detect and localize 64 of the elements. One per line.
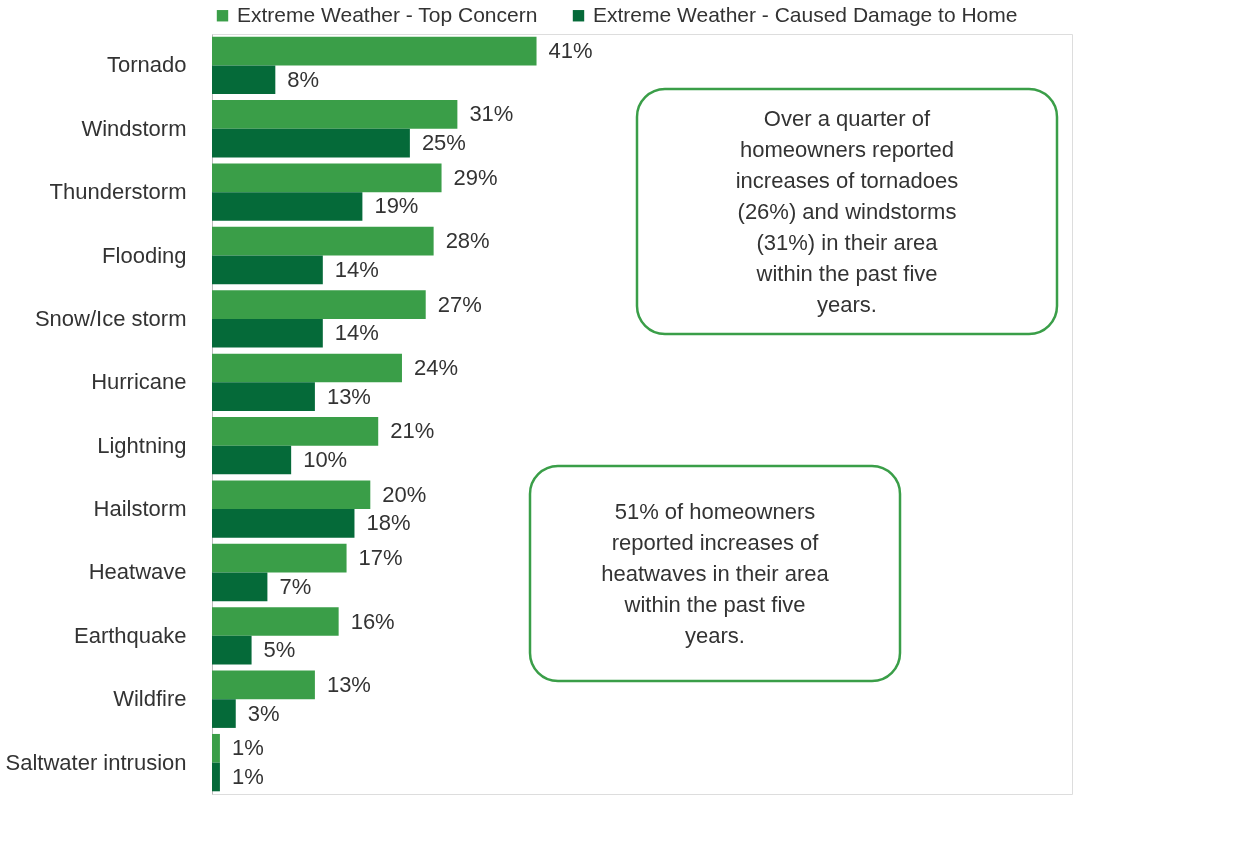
bar [212, 382, 315, 411]
data-label: 14% [334, 320, 379, 346]
bar [212, 635, 252, 665]
y-tick-label: Windstorm [81, 115, 187, 141]
legend-label: Extreme Weather - Top Concern [237, 2, 538, 26]
data-label: 1% [231, 763, 264, 789]
bar [212, 480, 371, 510]
bar [212, 255, 323, 285]
y-tick-label: Flooding [102, 242, 187, 268]
data-label: 27% [437, 291, 482, 317]
y-tick-label: Hailstorm [93, 496, 187, 522]
bar [212, 65, 276, 95]
y-tick-label: Thunderstorm [49, 179, 187, 205]
data-label: 24% [413, 354, 459, 380]
data-label: 13% [326, 671, 371, 697]
data-label: 31% [469, 101, 514, 127]
legend-label: Extreme Weather - Caused Damage to Home [593, 2, 1018, 26]
data-label: 29% [453, 164, 498, 190]
bar [212, 543, 347, 573]
data-label: 1% [231, 735, 264, 761]
y-tick-label: Saltwater intrusion [5, 749, 187, 775]
bar [212, 762, 220, 792]
y-tick-label: Tornado [106, 52, 187, 78]
data-label: 41% [548, 38, 593, 64]
y-tick-label: Wildfire [113, 686, 187, 712]
text: 51% of homeowners reported increases of heatwaves in their area within the past five years. [601, 498, 830, 648]
bar [212, 572, 268, 602]
y-tick-label: Snow/Ice storm [34, 305, 187, 331]
data-label: 19% [374, 193, 419, 219]
bar [212, 607, 339, 636]
bar [212, 163, 442, 193]
bar [212, 417, 379, 446]
bar [212, 445, 292, 475]
bar [212, 318, 323, 348]
bar [212, 670, 315, 700]
data-label: 13% [326, 383, 371, 409]
bar [212, 192, 363, 221]
bar [212, 699, 236, 728]
bar [212, 290, 426, 319]
y-tick-label: Heatwave [88, 559, 187, 585]
bar [212, 733, 220, 763]
data-label: 18% [366, 510, 411, 536]
y-tick-label: Lightning [97, 432, 187, 458]
data-label: 17% [358, 545, 403, 571]
data-label: 7% [279, 573, 312, 599]
data-label: 25% [421, 130, 466, 156]
data-label: 3% [247, 700, 280, 726]
data-label: 8% [287, 66, 320, 92]
bar [212, 226, 434, 256]
bar [212, 353, 402, 383]
text: Over a quarter of homeowners reported increases of tornadoes (26%) and windstorms (31%) in their area within the past five years. [735, 105, 959, 317]
bar [212, 128, 410, 158]
data-label: 21% [390, 418, 435, 444]
y-tick-label: Hurricane [91, 369, 187, 395]
data-label: 28% [445, 228, 490, 254]
data-label: 10% [303, 447, 348, 473]
data-label: 16% [350, 608, 395, 634]
bar [212, 100, 458, 129]
bar [212, 36, 537, 66]
data-label: 14% [334, 256, 379, 282]
y-tick-label: Earthquake [73, 622, 187, 648]
bar [212, 509, 355, 538]
data-label: 5% [263, 637, 296, 663]
data-label: 20% [382, 481, 427, 507]
